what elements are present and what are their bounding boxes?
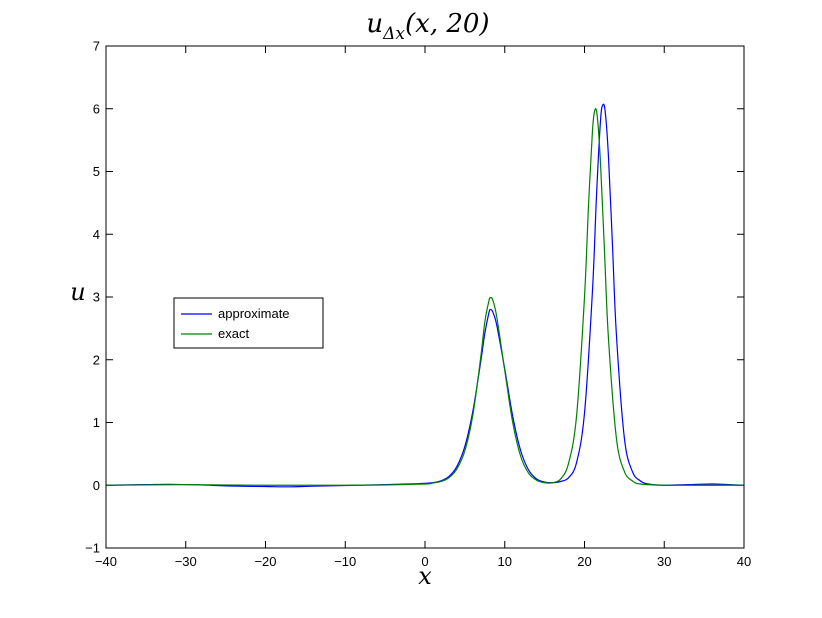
series-line-exact [106,108,744,486]
series-lines [106,103,744,488]
y-tick-label: 7 [93,39,100,54]
chart-title: uΔx(x, 20) [366,9,489,44]
y-tick-label: 4 [93,227,100,242]
x-tick-label: −40 [95,554,117,569]
legend-label-approximate: approximate [218,306,290,321]
x-tick-label: −20 [254,554,276,569]
y-tick-label: 5 [93,164,100,179]
plot-frame [105,45,745,549]
x-tick-label: −30 [175,554,197,569]
y-tick-label: 2 [93,352,100,367]
x-tick-label: 0 [421,554,428,569]
y-tick-label: −1 [85,541,100,556]
y-tick-label: 0 [93,478,100,493]
title-subscript: Δx [382,24,405,44]
title-args: (x, 20) [405,9,490,39]
x-tick-label: 40 [737,554,751,569]
legend-label-exact: exact [218,326,249,341]
x-axis-label: x [418,562,432,590]
legend: approximate exact [173,297,324,349]
x-tick-label: 30 [657,554,671,569]
x-tick-label: 10 [498,554,512,569]
title-base: u [366,9,383,39]
y-tick-label: 1 [93,415,100,430]
y-tick-label: 6 [93,101,100,116]
y-tick-label: 3 [93,290,100,305]
legend-box [173,297,324,349]
x-tick-label: −10 [334,554,356,569]
plot-area [106,46,744,548]
x-tick-label: 20 [577,554,591,569]
y-axis-label: u [70,278,85,306]
